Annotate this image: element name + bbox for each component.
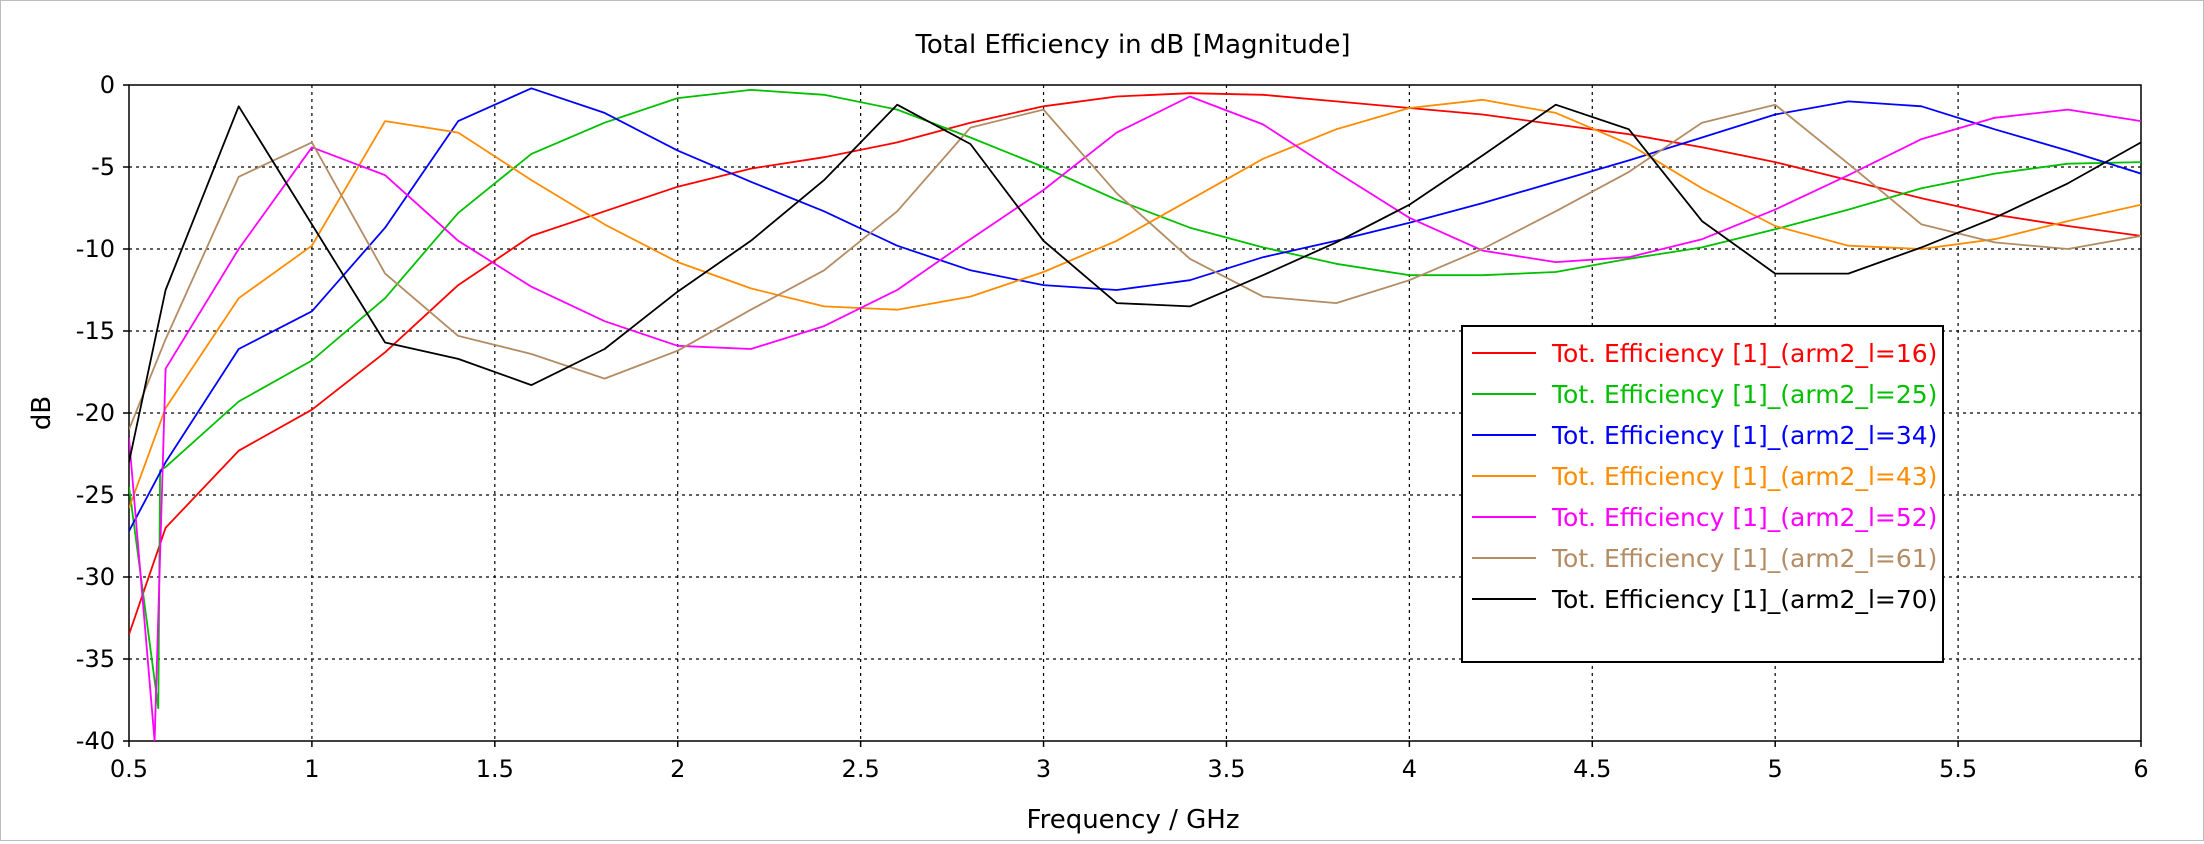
x-tick-label: 2 bbox=[670, 755, 685, 783]
y-tick-label: -15 bbox=[76, 317, 115, 345]
legend-items: Tot. Efficiency [1]_(arm2_l=16) Tot. Effi… bbox=[1472, 339, 1937, 614]
legend-label-7: Tot. Efficiency [1]_(arm2_l=70) bbox=[1551, 585, 1937, 614]
series-line-3 bbox=[129, 87, 2141, 532]
x-tick-label: 5.5 bbox=[1939, 755, 1977, 783]
x-tick-label: 1.5 bbox=[476, 755, 514, 783]
legend-label-3: Tot. Efficiency [1]_(arm2_l=34) bbox=[1551, 421, 1937, 450]
series-line-4 bbox=[129, 98, 2141, 509]
x-tick-label: 1 bbox=[304, 755, 319, 783]
series-line-5 bbox=[129, 95, 2141, 741]
y-tick-label: -35 bbox=[76, 645, 115, 673]
y-tick-label: -20 bbox=[76, 399, 115, 427]
x-axis-ticks: 0.5 1 1.5 2 2.5 3 3.5 4 4.5 5 5.5 6 bbox=[110, 741, 2149, 783]
x-tick-label: 4.5 bbox=[1573, 755, 1611, 783]
x-tick-label: 3.5 bbox=[1207, 755, 1245, 783]
y-tick-label: -10 bbox=[76, 235, 115, 263]
legend-label-2: Tot. Efficiency [1]_(arm2_l=25) bbox=[1551, 380, 1937, 409]
legend-label-1: Tot. Efficiency [1]_(arm2_l=16) bbox=[1551, 339, 1937, 368]
y-axis-ticks: 0 -5 -10 -15 -20 -25 -30 -35 -40 bbox=[76, 71, 129, 755]
series-line-6 bbox=[129, 103, 2141, 430]
x-tick-label: 0.5 bbox=[110, 755, 148, 783]
x-tick-label: 2.5 bbox=[842, 755, 880, 783]
legend-label-6: Tot. Efficiency [1]_(arm2_l=61) bbox=[1551, 544, 1937, 573]
legend: Tot. Efficiency [1]_(arm2_l=16) Tot. Effi… bbox=[1461, 325, 1944, 663]
chart-title: Total Efficiency in dB [Magnitude] bbox=[914, 30, 1350, 60]
legend-label-5: Tot. Efficiency [1]_(arm2_l=52) bbox=[1551, 503, 1937, 532]
series-line-7 bbox=[129, 103, 2141, 463]
y-tick-label: -25 bbox=[76, 481, 115, 509]
legend-label-4: Tot. Efficiency [1]_(arm2_l=43) bbox=[1551, 462, 1937, 491]
x-tick-label: 5 bbox=[1768, 755, 1783, 783]
x-tick-label: 3 bbox=[1036, 755, 1051, 783]
x-tick-label: 6 bbox=[2133, 755, 2148, 783]
x-axis-label: Frequency / GHz bbox=[1027, 805, 1240, 835]
y-tick-label: -30 bbox=[76, 563, 115, 591]
series-line-2 bbox=[129, 89, 2141, 710]
y-tick-label: 0 bbox=[100, 71, 115, 99]
x-tick-label: 4 bbox=[1402, 755, 1417, 783]
y-tick-label: -40 bbox=[76, 727, 115, 755]
y-axis-label: dB bbox=[27, 396, 57, 430]
series-lines bbox=[129, 87, 2141, 741]
series-line-1 bbox=[129, 92, 2141, 635]
y-tick-label: -5 bbox=[91, 153, 115, 181]
